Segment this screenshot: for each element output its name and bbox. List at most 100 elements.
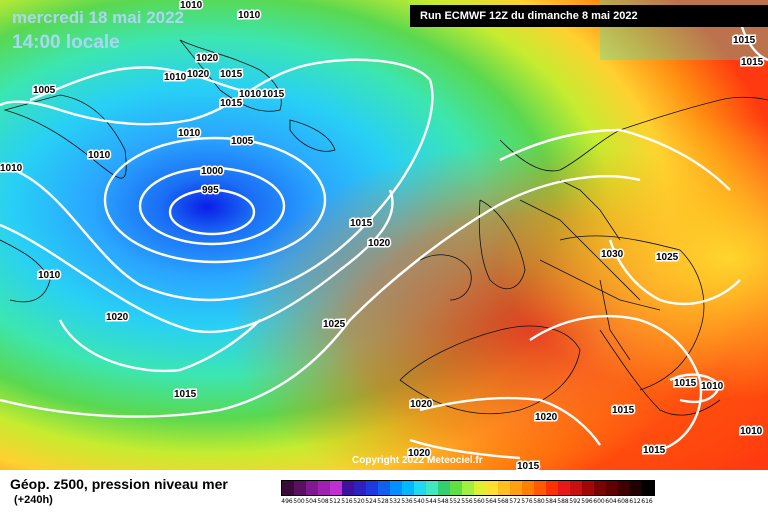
isobar-label: 1015 [262,89,285,100]
isobar-label: 1010 [38,270,61,281]
color-scale-swatch [354,481,366,495]
isobar-label: 1030 [601,249,624,260]
isobar-label: 1010 [180,0,203,11]
color-scale-swatch [306,481,318,495]
color-scale-tick: 548 [437,498,449,505]
isobar-label: 1000 [201,166,224,177]
isobar-label: 1015 [174,389,197,400]
color-scale-swatch [390,481,402,495]
color-scale-tick: 540 [413,498,425,505]
color-scale-swatch [282,481,294,495]
isobar-lines [0,19,768,460]
color-scale-tick: 524 [365,498,377,505]
color-scale-swatch [474,481,486,495]
color-scale-swatch [414,481,426,495]
isobar-label: 1010 [238,10,261,21]
color-scale-tick: 608 [617,498,629,505]
color-scale-swatch [330,481,342,495]
color-scale-tick: 504 [305,498,317,505]
color-scale-swatch [294,481,306,495]
color-scale-swatch [510,481,522,495]
isobar-label: 1020 [196,53,219,64]
isobar-label: 1010 [88,150,111,161]
forecast-hour: (+240h) [14,494,53,506]
color-scale-swatch [522,481,534,495]
color-scale-swatch [342,481,354,495]
color-scale-tick: 600 [593,498,605,505]
color-scale-tick: 536 [401,498,413,505]
color-scale-swatch [546,481,558,495]
color-scale-swatch [450,481,462,495]
color-scale-swatch [594,481,606,495]
color-scale-swatch [366,481,378,495]
color-scale-tick: 508 [317,498,329,505]
isobar-label: 1025 [656,252,679,263]
color-scale-swatch [378,481,390,495]
color-scale-tick: 532 [389,498,401,505]
valid-time: 14:00 locale [12,32,120,53]
color-scale-tick: 612 [629,498,641,505]
color-scale-tick: 576 [521,498,533,505]
color-scale-tick: 520 [353,498,365,505]
isobar-label: 1010 [701,381,724,392]
isobar-label: 1010 [740,426,763,437]
color-scale-tick: 592 [569,498,581,505]
color-scale-swatch [438,481,450,495]
color-scale-tick: 584 [545,498,557,505]
color-scale-swatch [462,481,474,495]
isobar-label: 1015 [612,405,635,416]
color-scale-tick: 604 [605,498,617,505]
color-scale-swatch [534,481,546,495]
color-scale-swatch [570,481,582,495]
isobar-label: 1005 [231,136,254,147]
isobar-label: 1015 [220,98,243,109]
field-title: Géop. z500, pression niveau mer [10,476,228,492]
isobar-label: 1015 [517,461,540,470]
isobar-label: 1015 [220,69,243,80]
color-scale-tick: 580 [533,498,545,505]
isobar-label: 995 [202,185,219,196]
isobar-label: 1020 [535,412,558,423]
isobar-label: 1015 [741,57,764,68]
isobar-label: 1005 [33,85,56,96]
color-scale-tick: 528 [377,498,389,505]
isobar-label: 1020 [187,69,210,80]
color-scale-swatch [486,481,498,495]
isobar-label: 1015 [643,445,666,456]
color-scale-swatch [558,481,570,495]
color-scale-swatch [318,481,330,495]
isobar-labels: 1010 1010 1010 1005 1020 1020 1015 1015 … [0,0,765,470]
valid-date: mercredi 18 mai 2022 [12,8,185,27]
color-scale-tick: 596 [581,498,593,505]
color-scale-tick: 552 [449,498,461,505]
color-scale-swatch [582,481,594,495]
color-scale-swatch [498,481,510,495]
isobar-label: 1020 [410,399,433,410]
color-scale-swatch [618,481,630,495]
color-scale-tick: 568 [497,498,509,505]
coastlines [0,39,768,416]
isobar-label: 1010 [178,128,201,139]
isobar-label: 1010 [239,89,262,100]
isobar-label: 1020 [368,238,391,249]
color-scale-tick: 556 [461,498,473,505]
color-scale-tick: 572 [509,498,521,505]
color-scale-tick: 544 [425,498,437,505]
isobar-label: 1015 [674,378,697,389]
color-scale-tick: 516 [341,498,353,505]
isobar-label: 1025 [323,319,346,330]
color-scale-tick: 500 [293,498,305,505]
copyright-notice: Copyright 2022 Meteociel.fr [352,455,483,466]
isobar-label: 1015 [350,218,373,229]
run-info-banner: Run ECMWF 12Z du dimanche 8 mai 2022 [410,5,768,27]
color-scale-swatch [606,481,618,495]
isobar-label: 1020 [408,448,431,459]
isobar-label: 1015 [733,35,756,46]
color-scale-swatch [630,481,642,495]
color-scale-bar [281,480,655,496]
color-scale-tick: 496 [281,498,293,505]
color-scale-tick: 564 [485,498,497,505]
geopotential-map: 1010 1010 1010 1005 1020 1020 1015 1015 … [0,0,768,470]
color-scale-tick: 512 [329,498,341,505]
